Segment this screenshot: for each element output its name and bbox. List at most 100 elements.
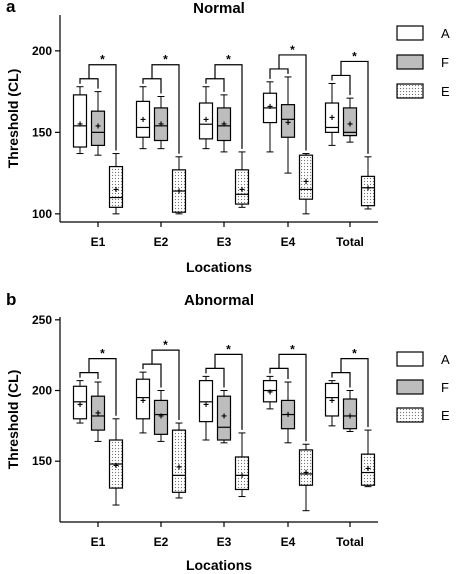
bracket-a-f bbox=[142, 78, 162, 94]
chart-title: Abnormal bbox=[184, 292, 254, 309]
y-axis-title: Threshold (CL) bbox=[5, 370, 21, 470]
bracket-a-f bbox=[331, 372, 351, 388]
mean-marker: + bbox=[77, 400, 83, 411]
bracket-a-f bbox=[205, 78, 225, 92]
legend-item-F: F bbox=[396, 54, 449, 70]
box-E-E2: + bbox=[171, 156, 187, 215]
x-tick-label: E2 bbox=[154, 535, 169, 549]
significance-bracket: * bbox=[205, 342, 243, 430]
bracket-to-e bbox=[88, 358, 117, 416]
box-A-Total: + bbox=[324, 82, 340, 146]
legend-item-F: F bbox=[396, 379, 449, 395]
significance-bracket: * bbox=[331, 49, 369, 154]
y-tick-label: 200 bbox=[32, 44, 52, 58]
box-F-E4: + bbox=[280, 381, 296, 444]
box-A-E3: + bbox=[198, 375, 214, 441]
panel-letter: b bbox=[6, 290, 16, 309]
box-A-E2: + bbox=[135, 371, 151, 434]
box-E-E3: + bbox=[234, 432, 250, 498]
chart-panel-a: a Normal 100 150 200 Threshold (CL) Locations E… bbox=[5, 0, 450, 275]
box-F-E1: + bbox=[90, 91, 106, 156]
box-rect bbox=[324, 382, 340, 417]
mean-marker: + bbox=[140, 396, 146, 407]
box-rect bbox=[324, 102, 340, 133]
box-A-E4: + bbox=[262, 375, 278, 410]
legend-swatch bbox=[396, 351, 424, 367]
legend: AFE bbox=[396, 351, 450, 423]
bracket-to-e bbox=[214, 353, 243, 430]
bracket-to-e bbox=[340, 60, 369, 154]
mean-marker: + bbox=[203, 115, 209, 126]
mean-marker: + bbox=[285, 118, 291, 129]
box-rect bbox=[298, 154, 314, 200]
bracket-to-e bbox=[151, 349, 180, 421]
box-rect bbox=[360, 175, 376, 207]
mean-marker: + bbox=[329, 113, 335, 124]
mean-marker: + bbox=[95, 121, 101, 132]
mean-marker: + bbox=[347, 411, 353, 422]
box-F-Total: + bbox=[342, 97, 358, 143]
box-rect bbox=[216, 395, 232, 441]
mean-marker: + bbox=[347, 120, 353, 131]
chart-panel-b: b Abnormal 150 200 250 Threshold (CL) Location… bbox=[5, 290, 450, 573]
bracket-to-e bbox=[278, 54, 307, 151]
legend-label: E bbox=[441, 84, 450, 99]
box-A-Total: + bbox=[324, 380, 340, 427]
box-A-E3: + bbox=[198, 86, 214, 150]
x-tick-label: E4 bbox=[281, 535, 296, 549]
box-rect bbox=[72, 94, 88, 148]
x-axis-title: Locations bbox=[186, 557, 252, 573]
bracket-to-e bbox=[88, 64, 117, 151]
box-rect bbox=[198, 102, 214, 140]
box-F-E1: + bbox=[90, 381, 106, 442]
significance-bracket: * bbox=[142, 338, 180, 421]
significance-bracket: * bbox=[205, 53, 243, 149]
mean-marker: + bbox=[267, 102, 273, 113]
legend-item-E: E bbox=[396, 83, 450, 99]
box-rect bbox=[342, 107, 358, 137]
legend: AFE bbox=[396, 25, 450, 99]
legend-label: A bbox=[441, 26, 450, 41]
y-tick-label: 150 bbox=[32, 454, 52, 468]
y-tick-label: 250 bbox=[32, 313, 52, 327]
box-E-Total: + bbox=[360, 156, 376, 210]
box-rect bbox=[298, 449, 314, 486]
legend-label: F bbox=[441, 55, 449, 70]
box-rect bbox=[360, 453, 376, 486]
box-rect bbox=[153, 107, 169, 142]
bracket-to-e bbox=[151, 64, 180, 154]
mean-marker: + bbox=[239, 185, 245, 196]
mean-marker: + bbox=[303, 468, 309, 479]
box-F-E2: + bbox=[153, 390, 169, 442]
bracket-a-f bbox=[331, 74, 351, 96]
significance-bracket: * bbox=[269, 342, 307, 442]
box-rect bbox=[280, 104, 296, 138]
box-A-E4: + bbox=[262, 81, 278, 153]
mean-marker: + bbox=[303, 177, 309, 188]
box-E-E1: + bbox=[108, 418, 124, 506]
box-rect bbox=[135, 378, 151, 420]
mean-marker: + bbox=[203, 400, 209, 411]
legend-swatch bbox=[396, 83, 424, 99]
box-F-Total: + bbox=[342, 390, 358, 433]
legend-item-A: A bbox=[396, 25, 450, 41]
mean-marker: + bbox=[285, 410, 291, 421]
mean-marker: + bbox=[221, 411, 227, 422]
legend-swatch bbox=[396, 407, 424, 423]
bracket-a-f bbox=[142, 363, 162, 388]
y-tick-label: 200 bbox=[32, 384, 52, 398]
mean-marker: + bbox=[176, 187, 182, 198]
panel-letter: a bbox=[6, 0, 16, 16]
box-F-E3: + bbox=[216, 94, 232, 153]
significance-bracket: * bbox=[79, 347, 117, 416]
legend-item-A: A bbox=[396, 351, 450, 367]
significance-star: * bbox=[163, 338, 168, 352]
legend-label: F bbox=[441, 380, 449, 395]
significance-star: * bbox=[290, 43, 295, 57]
significance-star: * bbox=[352, 49, 357, 63]
box-rect bbox=[234, 169, 250, 205]
significance-star: * bbox=[226, 342, 231, 356]
significance-star: * bbox=[100, 347, 105, 361]
x-tick-label: E1 bbox=[91, 235, 106, 249]
mean-marker: + bbox=[113, 461, 119, 472]
